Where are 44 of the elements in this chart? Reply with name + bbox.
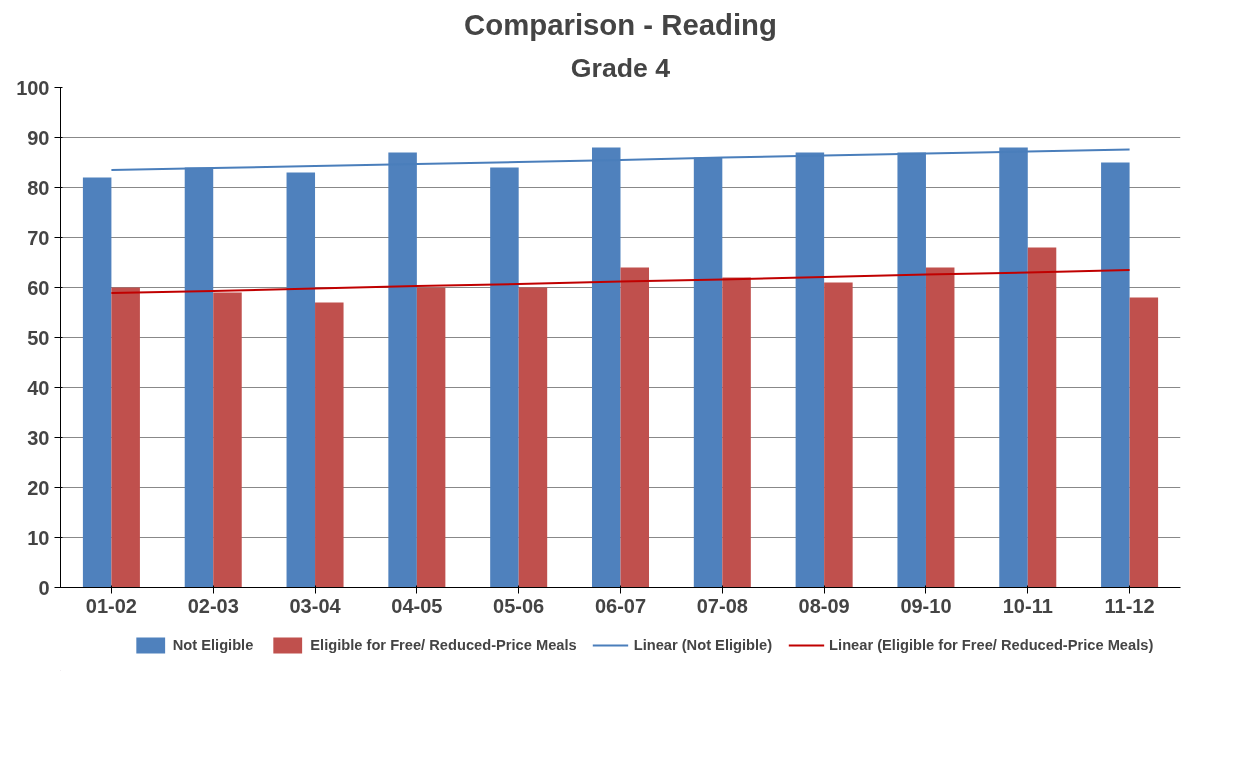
y-tick-label: 20 (27, 476, 50, 499)
bar (490, 167, 519, 588)
bar (620, 267, 650, 588)
bar (315, 302, 344, 588)
bar (82, 177, 112, 588)
y-tick-label: 50 (27, 326, 50, 349)
bar (286, 172, 316, 588)
bar (518, 287, 548, 588)
bar (1129, 297, 1159, 588)
x-tick-label: 01-02 (85, 594, 137, 617)
y-tick-label: 60 (27, 276, 50, 299)
bar (416, 287, 446, 588)
x-tick-label: 09-10 (900, 594, 952, 617)
legend-label: Linear (Eligible for Free/ Reduced-Price Meals) (829, 637, 1154, 653)
y-tick-label: 100 (16, 76, 50, 99)
y-tick-label: 70 (27, 226, 50, 249)
line-series (110, 269, 1131, 294)
x-tick-label: 06-07 (594, 594, 647, 617)
y-tick-label: 30 (27, 426, 50, 449)
x-tick-label: 11-12 (1104, 594, 1155, 617)
x-tick-label: 05-06 (493, 594, 545, 617)
chart-subtitle: Grade 4 (570, 52, 671, 83)
x-tick-label: 02-03 (187, 594, 239, 617)
legend-label: Not Eligible (172, 637, 254, 653)
x-tick-label: 04-05 (391, 594, 443, 617)
y-tick-label: 40 (27, 376, 50, 399)
y-tick-label: 80 (27, 176, 50, 199)
y-tick-label: 10 (27, 526, 50, 549)
chart-title: Comparison - Reading (464, 7, 777, 41)
x-tick-label: 08-09 (798, 594, 850, 617)
bar (1027, 247, 1057, 588)
legend-label: Eligible for Free/ Reduced-Price Meals (310, 637, 577, 653)
bar (722, 277, 751, 588)
x-tick-label: 07-08 (696, 594, 748, 617)
y-tick-label: 0 (38, 576, 50, 599)
y-tick-label: 90 (27, 126, 50, 149)
x-tick-label: 10-11 (1002, 594, 1053, 617)
bar (1101, 162, 1130, 588)
bar (213, 292, 242, 588)
bar (824, 282, 853, 588)
legend-label: Linear (Not Eligible) (633, 637, 773, 653)
x-tick-label: 03-04 (289, 594, 342, 617)
bar (925, 267, 955, 588)
bar (111, 287, 140, 588)
